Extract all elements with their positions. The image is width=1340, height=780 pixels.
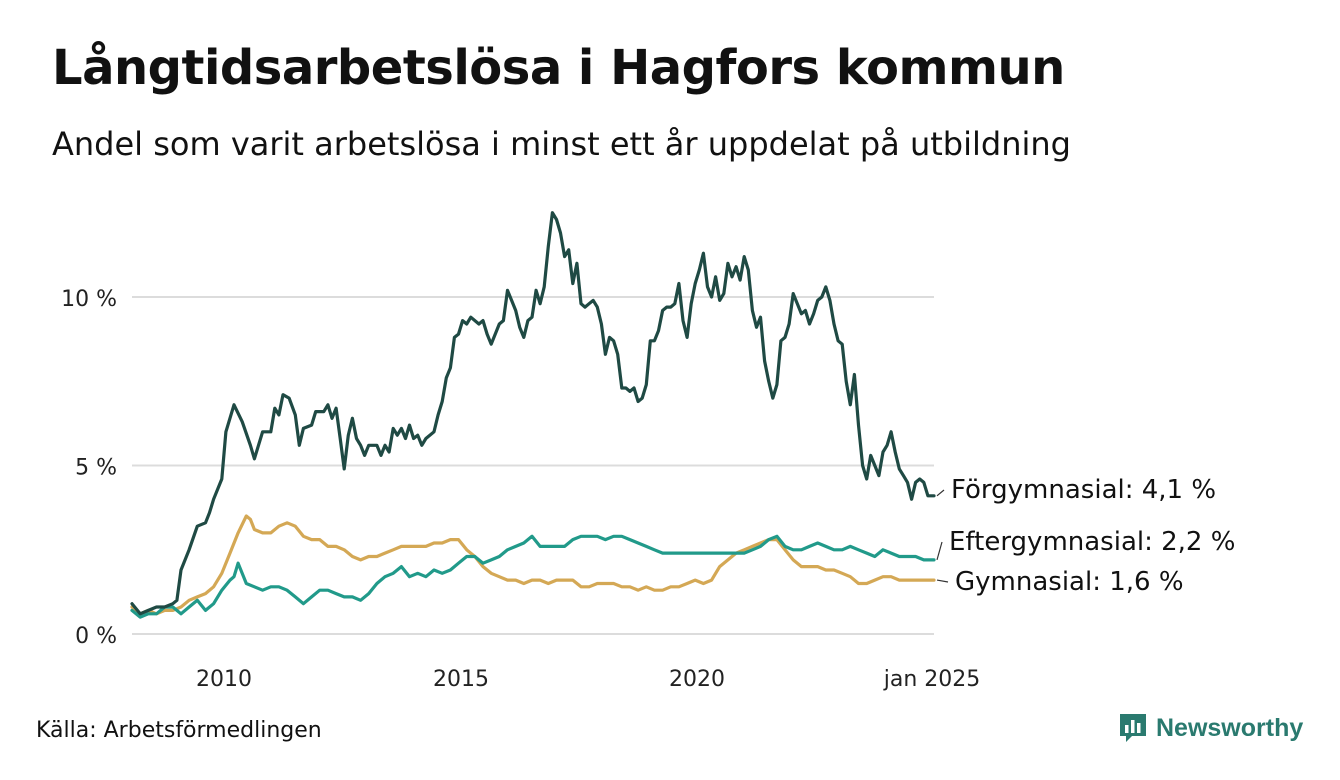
chart-title: Långtidsarbetslösa i Hagfors kommun — [52, 40, 1065, 96]
x-axis: 2010 2015 2020 jan 2025 — [196, 667, 980, 692]
series-end-label: Förgymnasial: 4,1 % — [951, 475, 1216, 505]
x-tick-label: jan 2025 — [883, 667, 981, 692]
series-end-label: Eftergymnasial: 2,2 % — [949, 527, 1235, 557]
bar-chart-speech-bubble-icon — [1120, 714, 1146, 742]
series-line-gymnasial — [130, 514, 936, 616]
series-end-label: Gymnasial: 1,6 % — [955, 567, 1184, 597]
leader-line — [936, 579, 949, 583]
brand-name: Newsworthy — [1156, 713, 1304, 742]
x-tick-label: 2010 — [196, 667, 252, 692]
series-line-eftergymnasial — [130, 534, 936, 619]
x-tick-label: 2020 — [669, 667, 725, 692]
source-note: Källa: Arbetsförmedlingen — [36, 718, 322, 743]
series-line-förgymnasial — [130, 211, 936, 616]
line-chart: 0 % 5 % 10 % 2010 2015 2020 jan 2025 Förgymna… — [61, 211, 1235, 692]
series-lines — [130, 211, 936, 619]
x-tick-label: 2015 — [433, 667, 489, 692]
y-tick-label: 0 % — [75, 624, 117, 649]
leader-line — [936, 541, 943, 561]
y-axis: 0 % 5 % 10 % — [61, 287, 117, 649]
series-end-labels: Förgymnasial: 4,1 % Eftergymnasial: 2,2 %… — [936, 475, 1235, 597]
leader-line — [936, 489, 945, 497]
y-tick-label: 10 % — [61, 287, 117, 312]
brand-logo[interactable]: Newsworthy — [1118, 712, 1303, 744]
chart-subtitle: Andel som varit arbetslösa i minst ett å… — [52, 125, 1071, 163]
gridlines — [132, 296, 934, 635]
y-tick-label: 5 % — [75, 456, 117, 481]
